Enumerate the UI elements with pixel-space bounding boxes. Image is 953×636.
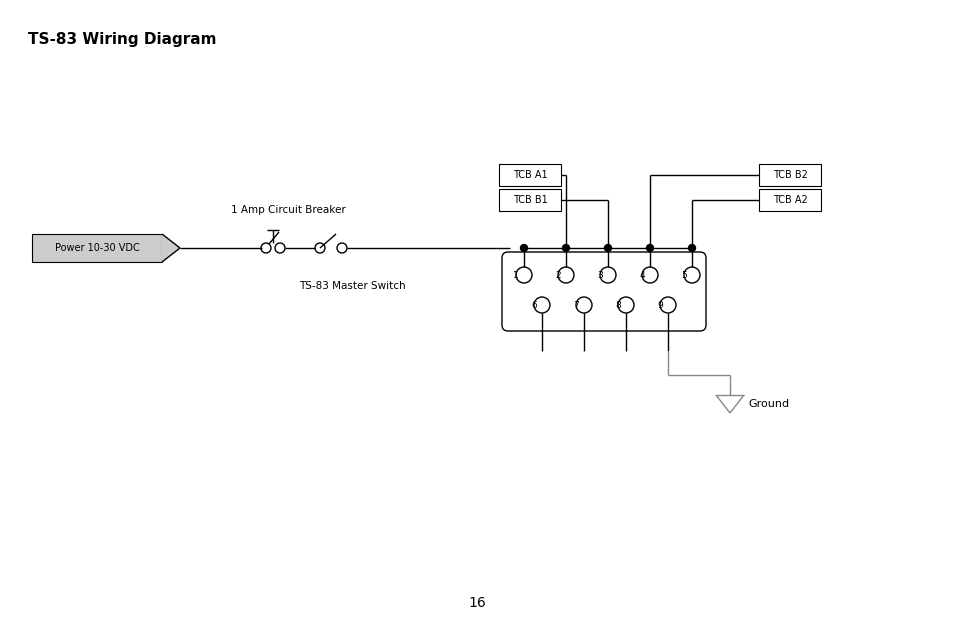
Text: 4: 4 — [639, 270, 644, 279]
Text: 1 Amp Circuit Breaker: 1 Amp Circuit Breaker — [231, 205, 345, 215]
Text: 5: 5 — [680, 270, 686, 279]
Bar — [498, 164, 560, 186]
Text: TCB B1: TCB B1 — [512, 195, 547, 205]
Bar — [498, 189, 560, 211]
Text: 9: 9 — [657, 300, 662, 310]
Text: TS-83 Master Switch: TS-83 Master Switch — [298, 281, 405, 291]
Text: 3: 3 — [597, 270, 602, 279]
Bar — [32, 234, 162, 262]
Text: TS-83 Wiring Diagram: TS-83 Wiring Diagram — [28, 32, 216, 47]
Text: TCB B2: TCB B2 — [772, 170, 806, 180]
Text: Power 10-30 VDC: Power 10-30 VDC — [54, 243, 139, 253]
Text: TCB A2: TCB A2 — [772, 195, 806, 205]
Text: 1: 1 — [513, 270, 518, 279]
Text: 7: 7 — [573, 300, 578, 310]
Text: 16: 16 — [468, 596, 485, 610]
Bar — [759, 189, 821, 211]
Text: 8: 8 — [615, 300, 620, 310]
FancyBboxPatch shape — [501, 252, 705, 331]
Polygon shape — [162, 234, 180, 262]
Circle shape — [688, 244, 695, 251]
Circle shape — [604, 244, 611, 251]
Text: Ground: Ground — [747, 399, 788, 409]
Circle shape — [562, 244, 569, 251]
Text: 2: 2 — [555, 270, 560, 279]
Circle shape — [520, 244, 527, 251]
Circle shape — [646, 244, 653, 251]
Text: TCB A1: TCB A1 — [512, 170, 547, 180]
Bar — [759, 164, 821, 186]
Text: 6: 6 — [531, 300, 537, 310]
